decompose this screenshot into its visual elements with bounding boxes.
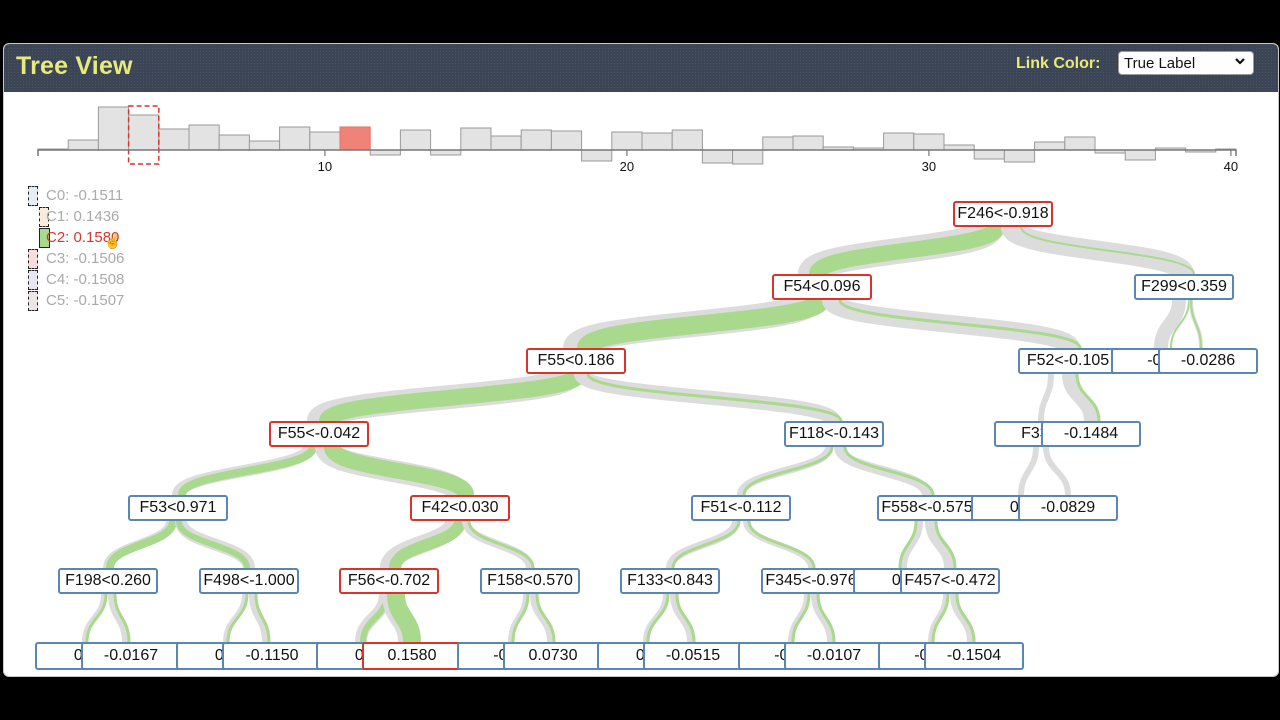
histogram-tick-label: 40 (1224, 159, 1238, 174)
leaf-node[interactable]: -0.1504 (924, 642, 1024, 670)
histogram-bar[interactable] (188, 124, 220, 151)
panel-header: Tree View Link Color: True Label (4, 44, 1278, 92)
histogram-bar[interactable] (97, 106, 130, 151)
histogram-tick-label: 20 (620, 159, 634, 174)
legend-item-c4[interactable]: C4: -0.1508 (46, 271, 125, 288)
leaf-node[interactable]: -0.0829 (1018, 495, 1118, 521)
split-node[interactable]: F345<-0.976 (761, 568, 861, 594)
split-node[interactable]: F53<0.971 (128, 495, 228, 521)
split-node[interactable]: F55<-0.042 (269, 421, 369, 447)
split-node[interactable]: F56<-0.702 (339, 568, 439, 594)
legend-swatch-2[interactable] (39, 228, 50, 248)
histogram-axis (37, 149, 1237, 156)
legend-item-c0[interactable]: C0: -0.1511 (46, 187, 124, 204)
leaf-node[interactable]: -0.0286 (1158, 348, 1258, 374)
split-node[interactable]: F118<-0.143 (784, 421, 884, 447)
link-color-select[interactable]: True Label (1118, 51, 1254, 75)
split-node[interactable]: F558<-0.575 (877, 495, 977, 521)
tree-view-panel: Tree View Link Color: True Label 10 20 30 4… (3, 43, 1279, 677)
legend-swatch-4[interactable] (28, 270, 38, 290)
leaf-node[interactable]: -0.1484 (1041, 421, 1141, 447)
legend-item-c3[interactable]: C3: -0.1506 (46, 250, 125, 267)
leaf-node[interactable]: 0.1580 (362, 642, 462, 670)
split-node[interactable]: F42<0.030 (410, 495, 510, 521)
split-node[interactable]: F198<0.260 (58, 568, 158, 594)
histogram-tick-label: 30 (922, 159, 936, 174)
split-node[interactable]: F498<-1.000 (199, 568, 299, 594)
leaf-node[interactable]: -0.0515 (643, 642, 743, 670)
panel-title: Tree View (16, 52, 133, 80)
pointer-cursor-icon: ☝ (104, 233, 122, 249)
tree-content: 10 20 30 40 C0: -0.1511 C1: 0.1436 C2: 0.1580… (4, 92, 1279, 676)
legend-swatch-3[interactable] (28, 249, 38, 269)
histogram-tick-label: 10 (318, 159, 332, 174)
legend-swatch-0[interactable] (28, 186, 38, 206)
leaf-node[interactable]: -0.0107 (784, 642, 884, 670)
split-node[interactable]: F51<-0.112 (691, 495, 791, 521)
leaf-node[interactable]: 0.0730 (503, 642, 603, 670)
split-node[interactable]: F52<-0.105 (1018, 348, 1118, 374)
split-node[interactable]: F158<0.570 (480, 568, 580, 594)
split-node[interactable]: F133<0.843 (620, 568, 720, 594)
leaf-node[interactable]: -0.0167 (81, 642, 181, 670)
legend-item-c2[interactable]: C2: 0.1580 (46, 229, 120, 246)
legend-swatch-1[interactable] (39, 207, 49, 227)
split-node[interactable]: F457<-0.472 (900, 568, 1000, 594)
tree-links (82, 220, 1203, 643)
split-node[interactable]: F54<0.096 (772, 274, 872, 300)
link-color-label: Link Color: (1016, 55, 1101, 72)
histogram-brush[interactable] (127, 105, 160, 165)
legend-swatch-5[interactable] (28, 291, 38, 311)
split-node[interactable]: F55<0.186 (526, 348, 626, 374)
leaf-node[interactable]: -0.1150 (222, 642, 322, 670)
chevron-down-icon (1235, 58, 1245, 65)
legend-item-c5[interactable]: C5: -0.1507 (46, 292, 125, 309)
link-color-select-value: True Label (1124, 55, 1196, 72)
split-node[interactable]: F246<-0.918 (953, 201, 1053, 227)
feature-histogram[interactable]: 10 20 30 40 (4, 92, 1279, 182)
split-node[interactable]: F299<0.359 (1134, 274, 1234, 300)
legend-item-c1[interactable]: C1: 0.1436 (46, 208, 120, 225)
